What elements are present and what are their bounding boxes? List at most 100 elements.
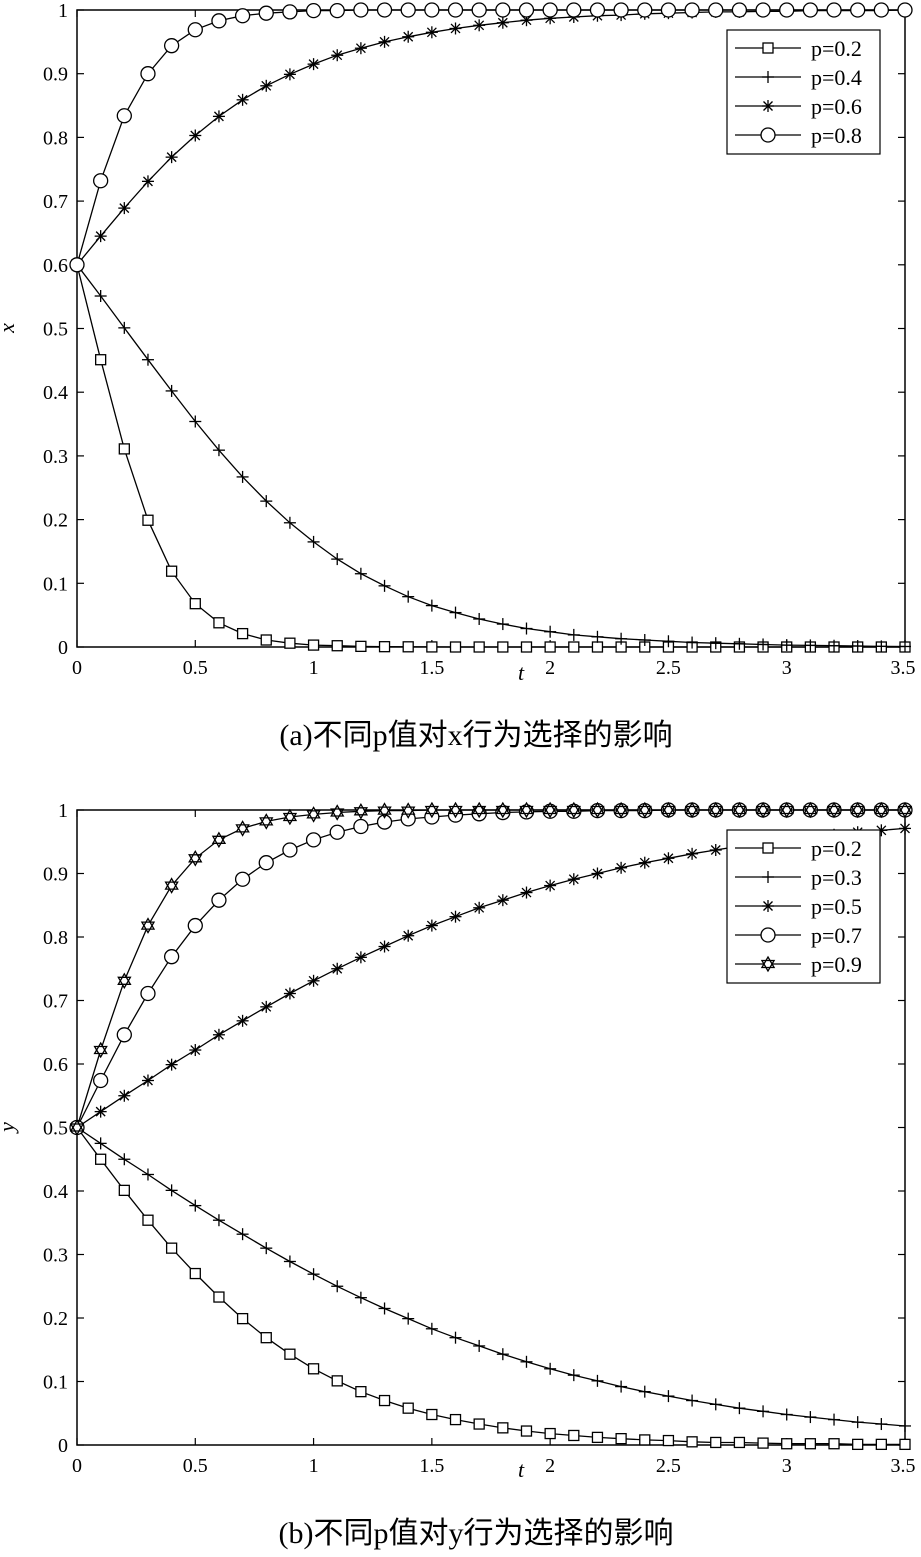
x-tick-label: 0 [72,657,82,679]
data-point [69,257,85,273]
data-point [236,470,249,483]
legend-item: p=0.4 [735,65,862,90]
data-point [94,1137,107,1150]
y-tick-label: 0.4 [43,382,68,404]
data-point [615,1380,628,1393]
y-tick-label: 0 [58,637,68,659]
data-point [118,1184,130,1197]
series-0 [71,259,911,653]
data-point [307,535,320,548]
data-point [376,2,393,18]
data-point [732,801,747,819]
data-point [638,856,651,869]
legend-label: p=0.2 [811,836,862,861]
data-point [258,5,274,21]
legend-marker [762,842,774,854]
data-point [165,151,178,164]
data-point [851,640,864,653]
y-tick-label: 0.7 [43,991,68,1013]
data-point [402,30,415,43]
x-tick-label: 1 [309,657,319,679]
y-tick-label: 0.8 [43,927,68,949]
data-point [402,1312,415,1325]
data-point [353,802,369,820]
data-point [331,1280,344,1293]
y-tick-label: 0.1 [43,573,68,595]
data-point [118,443,130,455]
data-point [402,590,415,603]
data-point [779,801,794,819]
data-point [188,849,203,867]
data-point [95,1153,107,1165]
data-point [212,1028,225,1041]
data-point [116,1027,132,1043]
data-point [448,801,463,819]
data-point [329,824,345,840]
y-tick-label: 0.3 [43,446,68,468]
data-point [520,1425,533,1437]
chart-b: 0 0.5 1 1.5 2 2.5 3 3.5 0 0.1 0.2 0.3 0.4 0.5 0.6 0.7 0.… [0,800,916,1550]
data-point [329,2,345,19]
y-axis-label: x [0,323,19,334]
data-point [211,831,227,849]
data-point [234,871,251,887]
data-point [284,1348,296,1360]
data-point [684,2,700,18]
data-point [402,641,414,653]
data-point [662,635,675,648]
data-point [567,1369,580,1382]
data-point [710,1436,722,1449]
data-point [118,1089,131,1102]
data-point [518,2,535,18]
data-point [520,886,533,899]
data-point [828,1438,840,1450]
data-point [118,1153,131,1166]
legend-marker [762,71,774,83]
data-point [471,801,487,819]
data-point [305,2,322,19]
data-point [615,632,628,645]
data-point [826,2,842,18]
data-point [402,1402,414,1414]
data-point [873,2,889,18]
legend-item: p=0.8 [735,123,862,148]
data-point [447,2,464,18]
data-point [95,354,107,366]
data-point [426,1408,438,1421]
data-point [212,1214,225,1227]
data-point [496,1348,509,1361]
series-4 [69,801,913,1136]
data-point [638,1385,651,1398]
data-point [804,639,817,652]
data-point [733,1436,746,1449]
y-tick-label: 0.6 [43,1054,68,1076]
data-point [471,2,487,18]
data-point [591,1374,604,1387]
data-point [899,1419,911,1432]
data-point [282,808,298,826]
data-point [354,951,367,964]
legend-item: p=0.3 [735,865,862,890]
data-point [637,801,652,819]
legend-marker [760,927,776,943]
data-point [378,641,391,653]
data-point [520,1355,533,1368]
y-tick-label: 0 [58,1435,68,1457]
data-point [568,641,580,653]
series-1 [71,258,911,653]
data-point [566,2,582,18]
data-point [189,598,201,610]
data-point [638,633,651,646]
data-point [875,1418,888,1431]
data-point [189,1044,202,1057]
data-point [141,1074,154,1087]
data-point [897,801,913,819]
data-point [400,802,416,819]
data-point [94,290,107,303]
data-point [94,230,107,243]
data-point [591,641,604,653]
data-point [449,22,462,35]
data-point [260,79,273,92]
x-tick-label: 0.5 [183,1455,208,1477]
y-tick-label: 0.7 [43,191,68,213]
